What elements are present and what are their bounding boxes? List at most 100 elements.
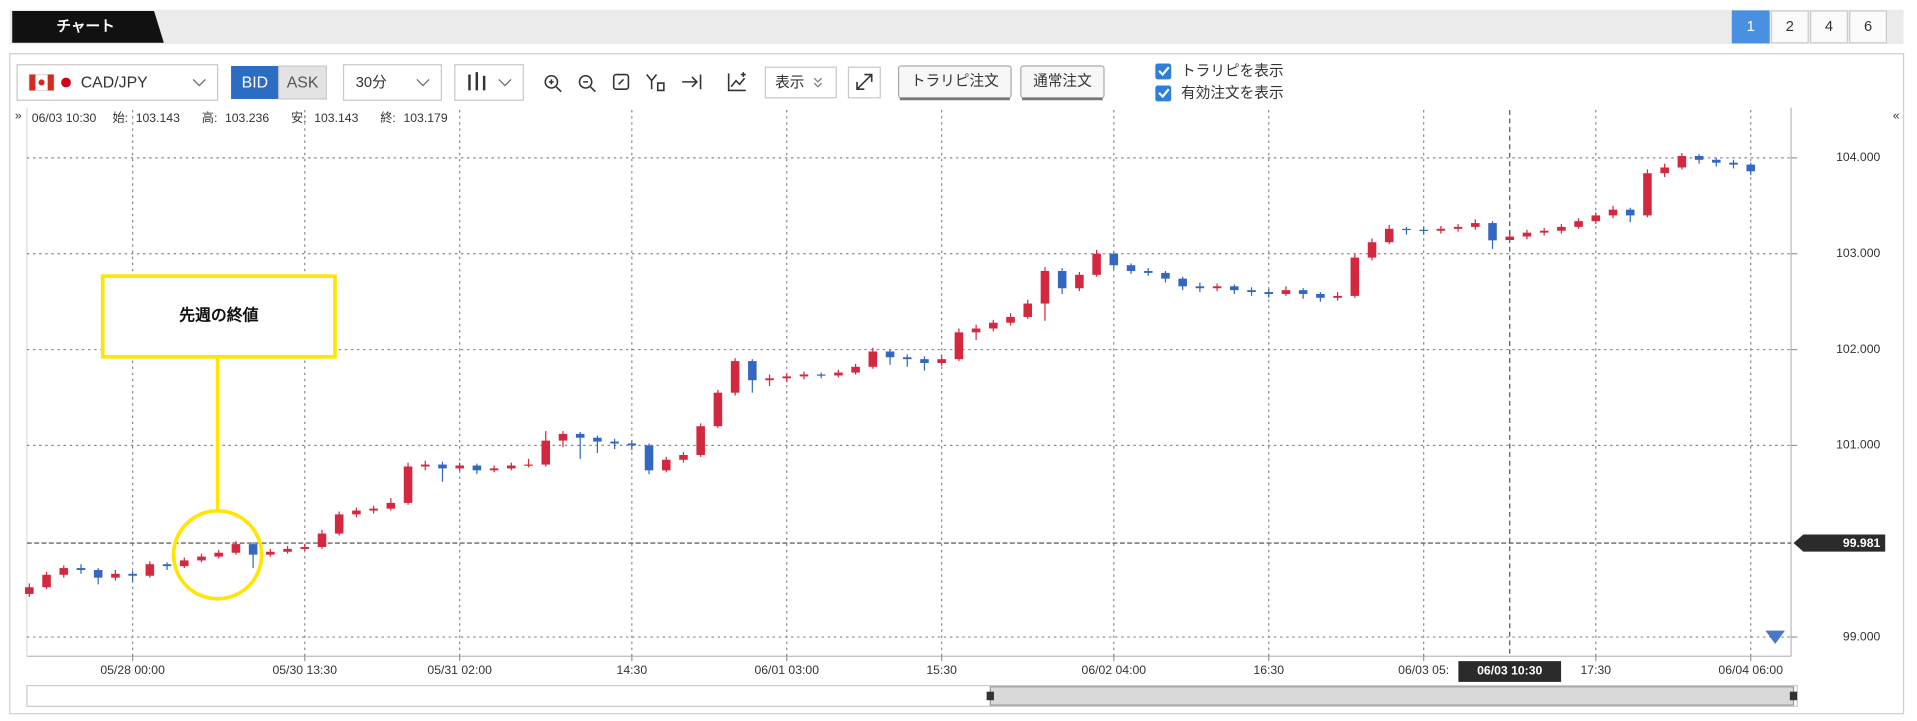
candle-body [679, 454, 688, 460]
trap-order-label[interactable]: トラリピ注文 [911, 73, 999, 90]
collapse-right[interactable]: « [1893, 108, 1900, 122]
candle-body [541, 440, 551, 465]
candle-body [197, 556, 206, 561]
candle-body [334, 514, 344, 534]
candle-body [1126, 265, 1136, 271]
candle-body [1608, 209, 1618, 216]
candle-body [1471, 223, 1480, 227]
y-tick-label: 104.000 [1836, 150, 1880, 164]
candle-body [713, 392, 723, 427]
layout-button[interactable] [1849, 10, 1888, 44]
info-label: 終: [380, 110, 396, 125]
candle-body [1591, 215, 1601, 222]
info-value: 103.179 [403, 111, 447, 125]
fit[interactable] [612, 73, 630, 91]
scrollbar-thumb[interactable] [989, 686, 1795, 706]
checkbox[interactable]: 有効注文を表示 [1155, 84, 1284, 102]
candle-body [1178, 278, 1187, 287]
interval-label[interactable]: 30分 [356, 74, 387, 91]
candle-body [248, 544, 258, 555]
x-tick-label: 16:30 [1253, 663, 1284, 677]
candle-body [266, 551, 275, 555]
candle-body [25, 587, 34, 594]
info-time: 06/03 10:30 [32, 111, 97, 125]
flag-part [29, 74, 36, 91]
scrollbar-handle[interactable] [986, 691, 994, 701]
chart-type-select[interactable] [454, 64, 524, 101]
candle-body [179, 560, 189, 567]
candle-body [799, 374, 809, 377]
fullscreen-button[interactable] [847, 66, 881, 99]
candle-body [420, 464, 430, 467]
checkbox-box[interactable] [1155, 85, 1172, 102]
candle-body [610, 441, 619, 444]
candle-body [352, 510, 361, 515]
interval-select[interactable] [342, 64, 442, 101]
bid-button[interactable] [231, 65, 279, 99]
candle-body [1419, 229, 1428, 231]
bid-label[interactable]: BID [242, 74, 268, 91]
chart-panel [9, 53, 1905, 715]
zoom-in[interactable] [544, 74, 559, 89]
y-tick-label: 103.000 [1836, 246, 1880, 260]
pair-label[interactable]: CAD/JPY [81, 74, 148, 91]
candle-body [1023, 303, 1033, 317]
x-tick-label: 14:30 [617, 663, 648, 677]
caret [192, 79, 206, 87]
zoom-out[interactable] [578, 74, 593, 89]
checkbox[interactable]: トラリピを表示 [1155, 62, 1284, 80]
candle-body [1729, 162, 1738, 165]
candle-body [696, 426, 705, 455]
crosshair-time-box [1458, 661, 1562, 682]
x-tick-label: 06/04 06:00 [1718, 663, 1783, 677]
candle-body [937, 359, 946, 363]
candle-body [816, 374, 826, 376]
display-label[interactable]: 表示 [775, 74, 804, 91]
layout-label[interactable]: 1 [1747, 19, 1755, 35]
candle-body [507, 465, 516, 469]
candle-body [1505, 236, 1515, 241]
candle-body [455, 465, 464, 469]
scrollbar-handle[interactable] [1789, 691, 1798, 701]
info-value: 103.143 [136, 111, 180, 125]
candle-body [1298, 290, 1308, 294]
layout-button[interactable] [1770, 10, 1809, 44]
display-button[interactable] [764, 66, 837, 99]
x-tick-label: 06/01 03:00 [754, 663, 819, 677]
checkbox-label[interactable]: トラリピを表示 [1181, 62, 1284, 79]
tab[interactable] [12, 10, 164, 43]
ask-button[interactable] [278, 65, 328, 100]
layout-button[interactable] [1731, 10, 1770, 44]
info-label: 安: [291, 110, 307, 125]
candle-body [524, 464, 533, 466]
ask-label[interactable]: ASK [287, 74, 319, 91]
layout-label[interactable]: 6 [1864, 19, 1872, 35]
candle-body [1557, 226, 1566, 231]
scroll-down-marker[interactable] [1765, 630, 1785, 645]
caret [813, 77, 823, 88]
x-tick-label: 17:30 [1581, 663, 1612, 677]
collapse-left[interactable]: » [15, 108, 22, 122]
indicator[interactable] [727, 72, 746, 92]
layout-label[interactable]: 2 [1786, 19, 1794, 35]
trend[interactable] [646, 74, 665, 92]
scroll-end[interactable] [682, 74, 702, 90]
normal-order-label[interactable]: 通常注文 [1033, 73, 1092, 90]
candle-body [1316, 293, 1325, 298]
crosshair-time-label: 06/03 10:30 [1477, 664, 1542, 678]
checkmark [1158, 88, 1170, 99]
candle-body [214, 552, 223, 557]
candle-body [1660, 167, 1669, 174]
candle-body [1333, 295, 1342, 298]
fullscreen-icon [856, 73, 873, 91]
tab-label[interactable]: チャート [56, 18, 114, 35]
candle-body [231, 544, 241, 553]
caret [498, 79, 512, 87]
checkbox-label[interactable]: 有効注文を表示 [1181, 84, 1284, 101]
checkbox-box[interactable] [1155, 63, 1172, 80]
candle-body [661, 459, 671, 471]
layout-label[interactable]: 4 [1825, 19, 1833, 35]
candle-body [76, 568, 86, 570]
layout-button[interactable] [1810, 10, 1848, 44]
